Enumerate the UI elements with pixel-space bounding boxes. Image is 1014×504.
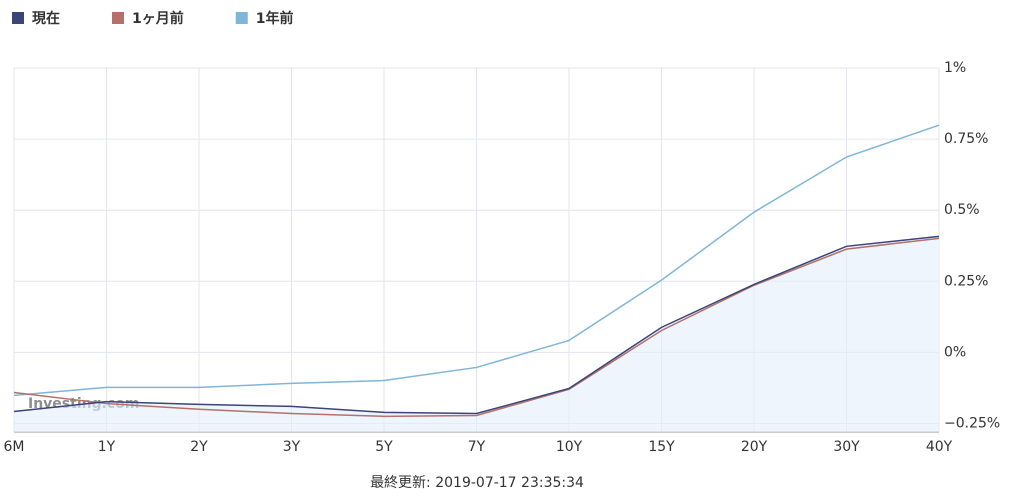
line (13, 235, 940, 415)
legend-label: 1年前 (256, 10, 294, 27)
x-tick-label: 5Y (375, 439, 393, 455)
y-tick-label: 0.25% (944, 273, 988, 289)
x-tick-label: 3Y (283, 439, 301, 455)
line (13, 124, 940, 397)
x-tick-label: 20Y (741, 439, 768, 455)
area (14, 236, 939, 432)
x-tick-label: 1Y (98, 439, 116, 455)
x-tick-label: 7Y (468, 439, 486, 455)
y-tick-label: 0% (944, 344, 966, 360)
x-tick-label: 10Y (556, 439, 583, 455)
line (13, 237, 940, 418)
x-tick-label: 30Y (833, 439, 860, 455)
x-tick-label: 2Y (190, 439, 208, 455)
x-tick-label: 40Y (926, 439, 953, 455)
y-tick-label: −0.25% (944, 415, 1000, 431)
legend-swatch (12, 12, 24, 24)
y-tick-label: 1% (944, 60, 966, 76)
y-tick-label: 0.5% (944, 202, 980, 218)
y-tick-label: 0.75% (944, 131, 988, 147)
x-tick-label: 15Y (648, 439, 675, 455)
footer: 最終更新: 2019-07-17 23:35:34 (370, 475, 584, 491)
legend-label: 現在 (32, 10, 60, 27)
legend-label: 1ヶ月前 (132, 10, 184, 27)
legend-swatch (235, 12, 248, 24)
legend-swatch (112, 12, 124, 24)
x-tick-label: 6M (4, 439, 25, 455)
